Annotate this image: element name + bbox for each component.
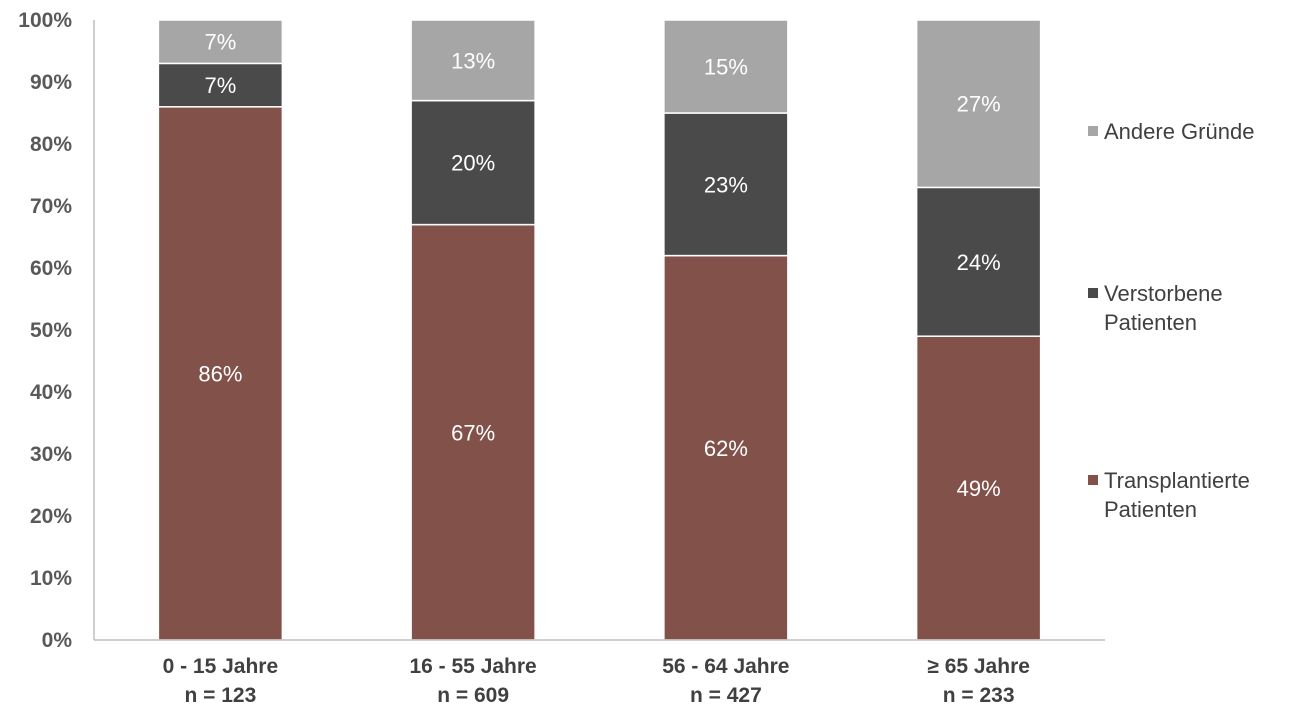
x-tick-sublabel: n = 233 [943,684,1015,707]
x-tick-label: 56 - 64 Jahre [662,655,789,678]
legend-label: Transplantierte [1104,468,1250,493]
bar-segment [663,19,789,114]
bar-segment [915,19,1042,189]
x-tick-sublabel: n = 123 [184,684,256,707]
legend-label: Verstorbene [1104,281,1223,306]
bar-segment [157,106,284,641]
y-tick-label: 50% [30,319,72,342]
legend-item: Transplantierte Patienten [1088,466,1250,524]
legend-label: Patienten [1104,497,1197,522]
y-tick-label: 40% [30,381,72,404]
data-labels: 86% 7% 7% 67% 20% 13% 62% 23% 15% 49% 24% 27% [198,30,1000,501]
x-axis-ticks: 0 - 15 Jahre n = 123 16 - 55 Jahre n = 609 5… [163,655,1030,707]
bar-segment [663,112,789,257]
y-tick-label: 0% [42,629,73,652]
legend-swatch [1088,288,1098,298]
data-label: 20% [451,151,495,176]
data-label: 13% [451,48,495,73]
y-tick-label: 20% [30,505,72,528]
y-tick-label: 70% [30,195,72,218]
x-tick-sublabel: n = 609 [437,684,509,707]
y-tick-label: 60% [30,257,72,280]
y-tick-label: 100% [18,9,72,32]
legend-swatch [1088,126,1098,136]
data-label: 67% [451,420,495,445]
y-tick-label: 30% [30,443,72,466]
y-tick-label: 90% [30,71,72,94]
data-label: 24% [957,250,1001,275]
legend-item: Verstorbene Patienten [1088,279,1223,337]
data-label: 15% [704,55,748,80]
x-tick-label: ≥ 65 Jahre [927,655,1030,678]
data-label: 62% [704,436,748,461]
bar-segment [915,186,1042,337]
bar-segment [410,223,536,641]
data-label: 7% [204,73,236,98]
data-label: 27% [957,92,1001,117]
bar-segment [157,62,284,108]
legend-label: Andere Gründe [1104,119,1255,144]
data-label: 23% [704,172,748,197]
legend-label: Patienten [1104,310,1197,335]
x-tick-label: 16 - 55 Jahre [409,655,536,678]
legend-item: Andere Gründe [1088,117,1254,146]
bar-segment [915,335,1042,641]
y-axis-ticks: 0% 10% 20% 30% 40% 50% 60% 70% 80% 90% 100% [18,9,72,652]
y-tick-label: 10% [30,567,72,590]
x-tick-label: 0 - 15 Jahre [163,655,279,678]
bars [157,19,1042,641]
legend-swatch [1088,475,1098,485]
data-label: 49% [957,476,1001,501]
bar-segment [410,19,536,102]
x-tick-sublabel: n = 427 [690,684,762,707]
bar-segment [410,99,536,226]
data-label: 86% [198,361,242,386]
y-tick-label: 80% [30,133,72,156]
bar-segment [157,19,284,65]
data-label: 7% [204,30,236,55]
